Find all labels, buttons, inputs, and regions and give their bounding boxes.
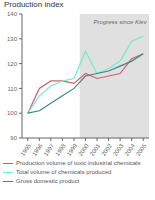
svg-text:2002: 2002 [100,142,113,157]
svg-text:Progress since Kiev: Progress since Kiev [94,19,147,25]
svg-text:2004: 2004 [123,142,136,157]
svg-text:1997: 1997 [43,142,56,157]
svg-text:2005: 2005 [135,142,147,157]
svg-text:110: 110 [8,86,18,92]
svg-text:130: 130 [8,36,18,42]
html-text:Production volume of toxic ind: Production volume of toxic industrial ch… [16,160,141,166]
html-text:Gross domestic product: Gross domestic product [16,178,80,184]
svg-text:1996: 1996 [31,142,44,157]
svg-text:100: 100 [8,110,18,116]
svg-text:2001: 2001 [89,142,102,157]
svg-text:1999: 1999 [66,142,79,157]
svg-text:1998: 1998 [54,142,67,157]
svg-text:2000: 2000 [77,142,90,157]
svg-text:1995: 1995 [20,142,33,157]
svg-text:90: 90 [10,135,17,141]
svg-text:140: 140 [8,11,18,17]
html-text:Production index: Production index [4,0,64,9]
svg-text:120: 120 [8,61,18,67]
svg-text:2003: 2003 [112,142,125,157]
html-text:Total volume of chemicals prod: Total volume of chemicals produced [16,169,112,175]
